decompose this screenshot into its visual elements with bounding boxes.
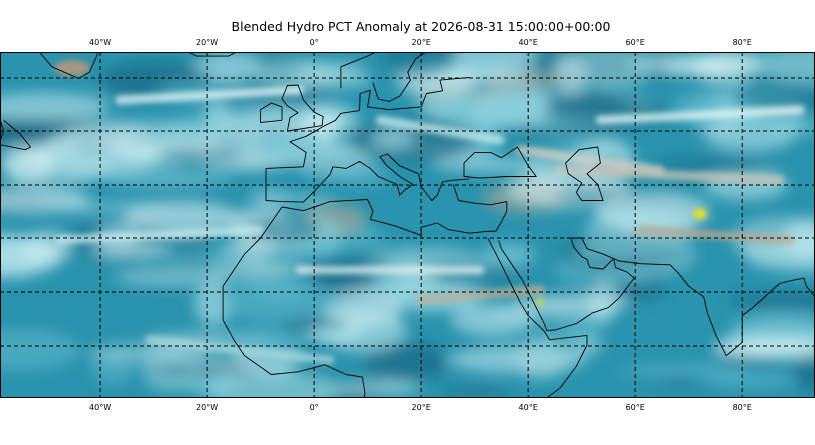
field-blob: [327, 380, 421, 396]
field-blob: [652, 155, 772, 176]
field-blob: [212, 280, 344, 322]
x-tick-label-top: 40°W: [89, 38, 111, 47]
field-blob: [315, 307, 408, 352]
coastline: [463, 146, 537, 179]
coastline: [372, 52, 427, 102]
field-blob: [793, 353, 815, 391]
hotspot: [693, 209, 707, 219]
field-blob: [105, 172, 232, 187]
coastline: [281, 84, 324, 132]
field-blob: [0, 92, 110, 121]
x-tick-label-top: 20°E: [412, 38, 431, 47]
coastline: [222, 206, 366, 398]
field-blob: [730, 292, 815, 310]
hotspot: [537, 298, 543, 306]
field-blob: [297, 102, 359, 137]
field-blob: [205, 370, 341, 398]
field-blob: [577, 233, 696, 278]
field-blob: [441, 385, 510, 398]
field-blob: [560, 52, 656, 89]
field-blob: [235, 279, 312, 292]
field-blob: [753, 52, 815, 83]
field-blob: [232, 261, 314, 275]
field-streak: [375, 115, 505, 145]
x-tick-label-bottom: 80°E: [733, 403, 752, 412]
x-tick-label-top: 20°W: [196, 38, 218, 47]
chart-title: Blended Hydro PCT Anomaly at 2026-08-31 …: [232, 19, 611, 34]
field-blob: [0, 238, 54, 274]
x-tick-label-bottom: 0°: [310, 403, 319, 412]
field-blob: [587, 280, 619, 323]
x-tick-label-bottom: 60°E: [626, 403, 645, 412]
field-blob: [184, 372, 241, 396]
field-blob: [246, 364, 299, 383]
field-blob: [433, 157, 543, 172]
field-streak: [595, 105, 805, 125]
field-blob: [164, 116, 267, 139]
coastline: [260, 102, 283, 123]
coastline: [265, 77, 470, 169]
field-blob: [381, 52, 459, 77]
anomaly-field: [0, 52, 815, 398]
field-blob: [123, 200, 241, 236]
field-blob: [1, 143, 53, 184]
field-blob: [336, 164, 390, 187]
field-blob: [718, 339, 815, 357]
field-blob: [0, 328, 80, 371]
field-blob: [259, 193, 335, 207]
x-tick-label-bottom: 20°E: [412, 403, 431, 412]
field-streak: [115, 85, 305, 105]
field-blob: [662, 374, 697, 386]
field-blob: [64, 121, 146, 145]
field-blob: [547, 92, 631, 113]
field-streak: [555, 165, 785, 185]
land-patch: [54, 60, 90, 76]
coastline: [265, 153, 470, 203]
field-blob: [514, 337, 569, 380]
field-blob: [113, 267, 235, 287]
coastline: [565, 146, 604, 201]
field-blob: [594, 191, 710, 234]
field-blob: [0, 187, 91, 213]
field-blob: [256, 59, 339, 89]
graticule: [0, 52, 815, 398]
field-blob: [363, 341, 449, 383]
coastline: [487, 238, 588, 398]
x-tick-label-top: 40°E: [519, 38, 538, 47]
x-tick-label-bottom: 20°W: [196, 403, 218, 412]
coastline: [281, 184, 508, 236]
map-area: [0, 52, 815, 398]
x-tick-label-bottom: 40°E: [519, 403, 538, 412]
field-streak: [515, 145, 665, 175]
x-tick-label-top: 60°E: [626, 38, 645, 47]
field-blob: [156, 147, 244, 162]
x-tick-label-bottom: 40°W: [89, 403, 111, 412]
field-blob: [371, 125, 416, 151]
field-blob: [658, 60, 738, 76]
field-blob: [527, 328, 601, 340]
x-tick-label-top: 0°: [310, 38, 319, 47]
field-blob: [617, 363, 749, 377]
field-blob: [249, 216, 320, 244]
field-blob: [278, 317, 348, 331]
field-blob: [165, 248, 253, 264]
field-blob: [564, 257, 659, 269]
field-blob: [482, 242, 536, 268]
x-tick-label-top: 80°E: [733, 38, 752, 47]
field-blob: [450, 303, 535, 337]
field-blob: [193, 52, 264, 82]
field-blob: [705, 372, 797, 389]
field-blob: [490, 124, 623, 136]
field-streak: [145, 335, 335, 365]
